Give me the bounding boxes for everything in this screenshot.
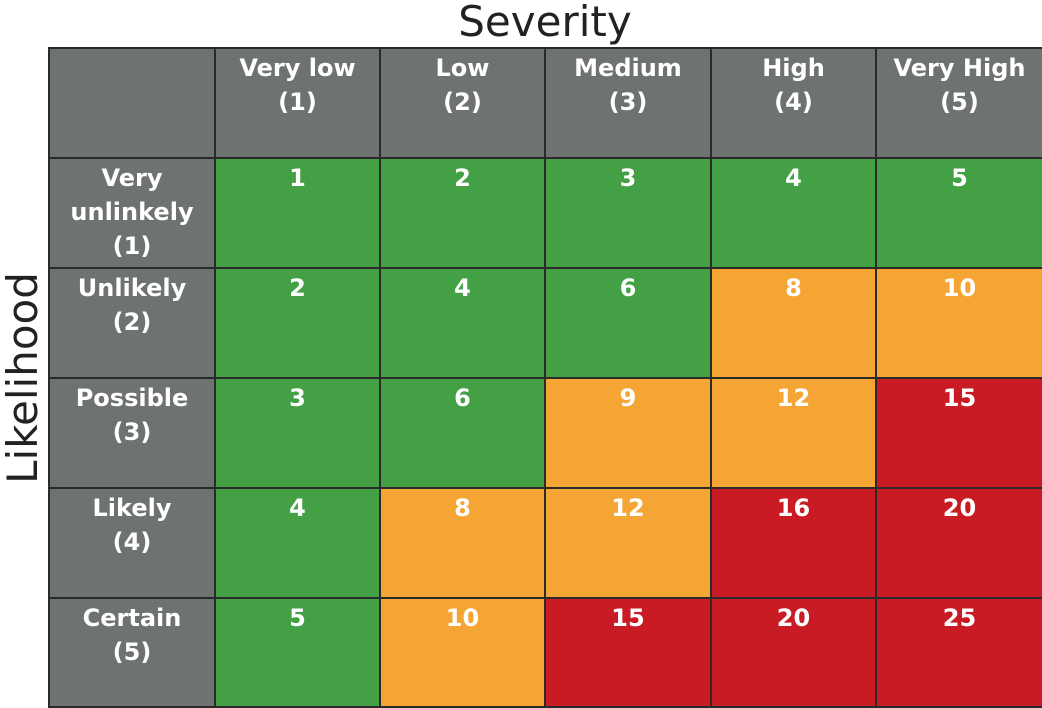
likelihood-header-likely: Likely (4) (48, 487, 216, 599)
matrix-row: Certain (5) 5 10 15 20 25 (48, 597, 1042, 708)
matrix-row: Likely (4) 4 8 12 16 20 (48, 487, 1042, 599)
matrix-row: Unlikely (2) 2 4 6 8 10 (48, 267, 1042, 379)
risk-cell: 2 (214, 267, 381, 379)
corner-cell (48, 47, 216, 159)
risk-cell: 20 (875, 487, 1042, 599)
risk-cell: 10 (379, 597, 546, 708)
risk-cell: 16 (710, 487, 877, 599)
risk-cell: 12 (544, 487, 712, 599)
risk-cell: 10 (875, 267, 1042, 379)
risk-cell: 4 (379, 267, 546, 379)
risk-cell: 6 (544, 267, 712, 379)
severity-header-medium: Medium (3) (544, 47, 712, 159)
severity-header-low: Low (2) (379, 47, 546, 159)
likelihood-axis-title-wrapper: Likelihood (0, 0, 47, 708)
matrix-row: Possible (3) 3 6 9 12 15 (48, 377, 1042, 489)
risk-cell: 8 (710, 267, 877, 379)
risk-cell: 15 (875, 377, 1042, 489)
risk-cell: 15 (544, 597, 712, 708)
severity-axis-title: Severity (458, 0, 632, 46)
risk-cell: 4 (710, 157, 877, 269)
likelihood-header-certain: Certain (5) (48, 597, 216, 708)
risk-cell: 9 (544, 377, 712, 489)
severity-header-very-high: Very High (5) (875, 47, 1042, 159)
risk-matrix: Very low (1) Low (2) Medium (3) High (4)… (48, 47, 1042, 708)
risk-cell: 1 (214, 157, 381, 269)
risk-cell: 12 (710, 377, 877, 489)
severity-header-high: High (4) (710, 47, 877, 159)
matrix-row: Very unlinkely (1) 1 2 3 4 5 (48, 157, 1042, 269)
risk-cell: 5 (214, 597, 381, 708)
risk-cell: 3 (214, 377, 381, 489)
likelihood-axis-title: Likelihood (0, 272, 47, 484)
severity-header-row: Very low (1) Low (2) Medium (3) High (4)… (48, 47, 1042, 159)
risk-cell: 3 (544, 157, 712, 269)
risk-cell: 25 (875, 597, 1042, 708)
likelihood-header-unlikely: Unlikely (2) (48, 267, 216, 379)
risk-cell: 6 (379, 377, 546, 489)
likelihood-header-very-unlikely: Very unlinkely (1) (48, 157, 216, 269)
risk-cell: 2 (379, 157, 546, 269)
severity-header-very-low: Very low (1) (214, 47, 381, 159)
risk-cell: 4 (214, 487, 381, 599)
risk-cell: 8 (379, 487, 546, 599)
risk-cell: 20 (710, 597, 877, 708)
risk-cell: 5 (875, 157, 1042, 269)
likelihood-header-possible: Possible (3) (48, 377, 216, 489)
